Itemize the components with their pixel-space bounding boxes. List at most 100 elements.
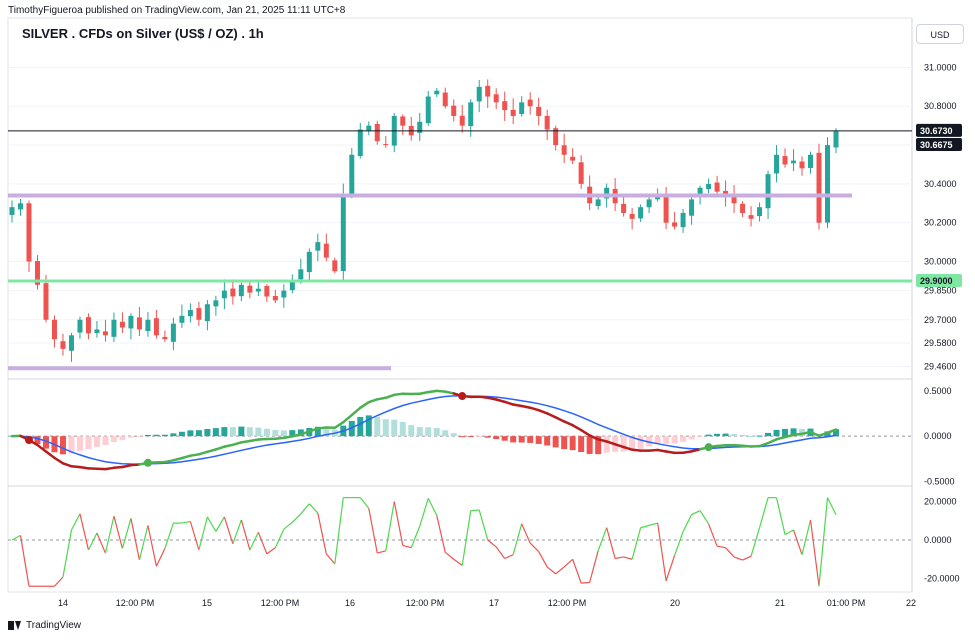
macd-histogram-bar (561, 436, 568, 450)
macd-histogram-bar (357, 416, 364, 437)
macd-pane: 0.5000 0.0000 -0.5000 (8, 386, 955, 486)
macd-histogram-bar (697, 436, 704, 438)
osc-line-segment (11, 534, 21, 541)
macd-histogram-bar (518, 436, 525, 443)
candle-body (638, 207, 644, 219)
candle-body (26, 203, 32, 262)
macd-line-segment (792, 432, 804, 437)
candle-body (485, 85, 491, 97)
candle-body (689, 199, 695, 216)
candle-body (476, 86, 482, 102)
macd-histogram-bar (374, 416, 381, 437)
macd-line-segment (732, 443, 744, 447)
price-tick-label: 29.8500 (924, 286, 957, 296)
osc-line-segment (54, 576, 64, 587)
candle-body (680, 213, 686, 228)
candle-body (136, 317, 142, 330)
macd-histogram-bar (263, 428, 270, 437)
macd-line-segment (163, 459, 175, 464)
osc-line-segment (792, 529, 803, 555)
macd-histogram-bar (467, 436, 474, 438)
macd-line-segment (53, 456, 65, 465)
candle-body (111, 319, 117, 337)
macd-histogram-bar (722, 433, 729, 437)
macd-histogram-bar (773, 429, 780, 437)
osc-line-segment (300, 503, 310, 515)
osc-line-segment (538, 551, 548, 568)
time-tick-label: 14 (58, 598, 68, 608)
osc-line-segment (606, 527, 616, 559)
macd-line-segment (426, 389, 438, 394)
candle-body (332, 260, 338, 272)
price-tick-label: 29.7000 (924, 315, 957, 325)
macd-line-segment (316, 426, 328, 430)
candle-body (672, 222, 678, 227)
macd-line-segment (537, 408, 549, 415)
macd-line-segment (248, 438, 260, 443)
macd-histogram-bar (42, 436, 49, 449)
price-tick-label: 30.0000 (924, 257, 957, 267)
macd-line-segment (112, 465, 124, 470)
macd-line-segment (223, 443, 235, 448)
osc-line-segment (775, 497, 786, 535)
osc-line-segment (138, 525, 149, 561)
macd-histogram-bar (365, 415, 372, 437)
osc-line-segment (325, 553, 336, 565)
time-tick-label: 12:00 PM (116, 598, 155, 608)
candle-body (298, 269, 304, 280)
macd-line-segment (486, 396, 498, 401)
candle-body (179, 315, 185, 323)
macd-histogram-bar (110, 436, 117, 443)
macd-line-segment (562, 420, 574, 427)
osc-line-segment (631, 527, 642, 560)
time-tick-label: 16 (345, 598, 355, 608)
candle-body (238, 284, 244, 297)
osc-line-segment (70, 513, 81, 531)
candle-body (306, 251, 312, 273)
chart-title: SILVER . CFDs on Silver (US$ / OZ) . 1h (22, 26, 264, 41)
macd-line-segment (656, 448, 668, 453)
macd-line-segment (511, 403, 523, 408)
tradingview-logo[interactable]: TradingView (8, 620, 81, 631)
currency-button[interactable]: USD (916, 24, 964, 44)
time-tick-label: 12:00 PM (406, 598, 445, 608)
candle-body (544, 115, 550, 130)
tradingview-logo-icon (8, 621, 22, 630)
macd-line-segment (809, 430, 821, 438)
price-tick-label: 30.8000 (924, 101, 957, 111)
macd-line-segment (308, 427, 320, 433)
macd-cross-dot (24, 436, 33, 445)
osc-line-segment (147, 525, 157, 567)
macd-line-segment (333, 420, 345, 430)
osc-line-segment (206, 516, 217, 532)
macd-line-segment (257, 437, 269, 441)
osc-line-segment (317, 512, 327, 554)
candle-body (510, 109, 516, 116)
candle-body (230, 288, 236, 297)
macd-line-segment (613, 443, 625, 449)
macd-histogram-bar (187, 430, 194, 437)
osc-line-segment (682, 514, 693, 532)
macd-histogram-bar (161, 434, 168, 437)
macd-histogram-bar (459, 436, 466, 438)
candle-body (264, 286, 270, 297)
price-label-box (916, 273, 962, 287)
macd-histogram-bar (501, 436, 508, 441)
macd-histogram-bar (680, 436, 687, 442)
macd-histogram-bar (238, 426, 245, 437)
macd-line-segment (826, 428, 838, 435)
osc-line-segment (62, 529, 73, 578)
osc-line-segment (164, 522, 174, 549)
osc-line-segment (581, 581, 590, 584)
publisher-line: TimothyFigueroa published on TradingView… (8, 5, 346, 16)
macd-histogram-bar (391, 419, 398, 437)
macd-histogram-bar (714, 433, 721, 437)
osc-line-segment (257, 532, 268, 555)
candle-body (255, 288, 261, 292)
macd-histogram-bar (586, 436, 593, 454)
osc-line-segment (623, 556, 633, 560)
candle-body (60, 341, 66, 349)
osc-line-segment (750, 527, 761, 557)
macd-line-segment (783, 433, 795, 439)
